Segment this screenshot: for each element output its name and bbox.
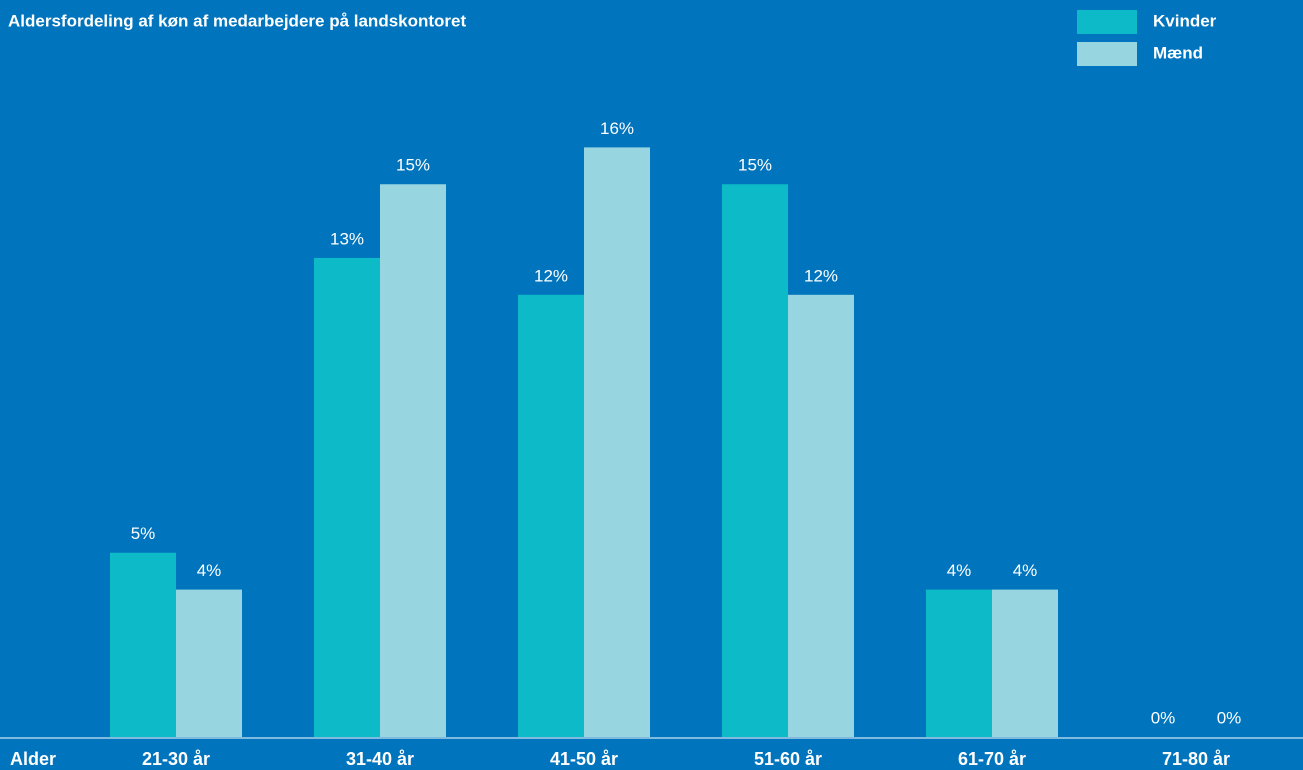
value-label: 12%: [804, 266, 838, 285]
x-tick-label: 71-80 år: [1162, 749, 1230, 769]
value-label: 12%: [534, 266, 568, 285]
legend-swatch: [1077, 10, 1137, 34]
x-tick-label: 21-30 år: [142, 749, 210, 769]
bar: [314, 257, 380, 737]
value-label: 5%: [131, 524, 156, 543]
x-tick-label: 61-70 år: [958, 749, 1026, 769]
legend-label: Kvinder: [1153, 11, 1217, 30]
x-tick-label: 31-40 år: [346, 749, 414, 769]
value-label: 4%: [1013, 561, 1038, 580]
bar: [518, 294, 584, 737]
bar: [584, 147, 650, 737]
x-tick-label: 51-60 år: [754, 749, 822, 769]
chart-title: Aldersfordeling af køn af medarbejdere p…: [8, 11, 466, 30]
bar: [992, 589, 1058, 737]
value-label: 15%: [396, 156, 430, 175]
bar: [380, 184, 446, 737]
bar: [788, 294, 854, 737]
bar: [176, 589, 242, 737]
value-label: 13%: [330, 229, 364, 248]
bar: [722, 184, 788, 737]
value-label: 0%: [1217, 708, 1242, 727]
x-tick-label: 41-50 år: [550, 749, 618, 769]
x-axis-label: Alder: [10, 749, 56, 769]
value-label: 15%: [738, 156, 772, 175]
legend-swatch: [1077, 42, 1137, 66]
bar: [926, 589, 992, 737]
value-label: 0%: [1151, 708, 1176, 727]
value-label: 4%: [947, 561, 972, 580]
legend-label: Mænd: [1153, 43, 1203, 62]
value-label: 16%: [600, 119, 634, 138]
bar: [110, 552, 176, 737]
value-label: 4%: [197, 561, 222, 580]
